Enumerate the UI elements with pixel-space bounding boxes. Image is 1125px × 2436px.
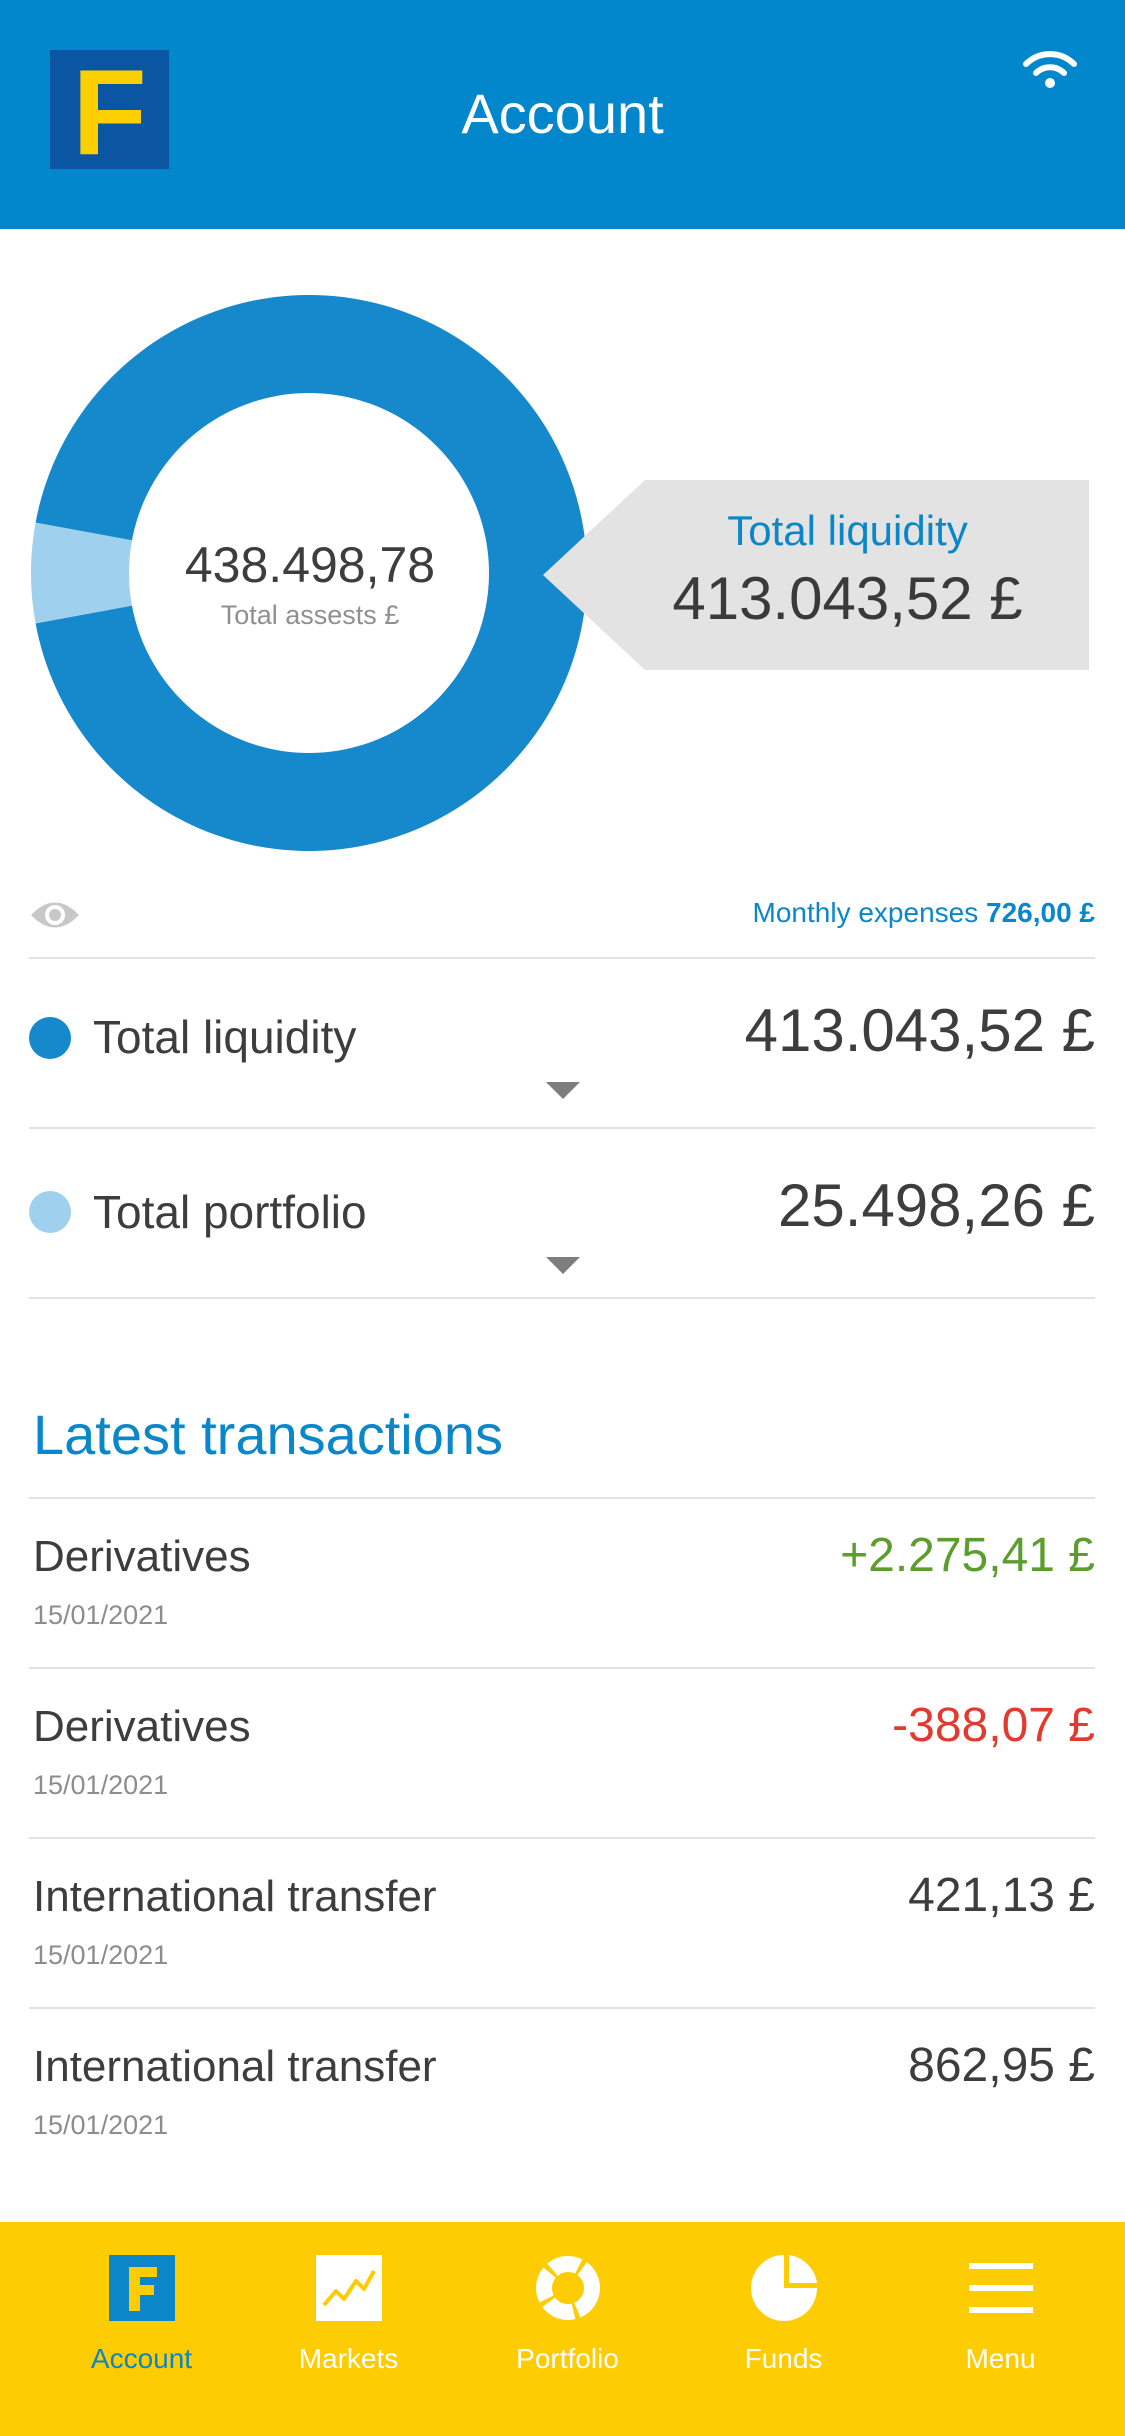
transaction-date: 15/01/2021	[33, 1600, 169, 1630]
tab-menu[interactable]: Menu	[888, 2222, 1113, 2436]
app-logo: F	[50, 50, 169, 173]
donut-slice-portfolio[interactable]	[31, 522, 132, 624]
divider	[29, 1837, 1095, 1839]
tab-label: Markets	[298, 2343, 399, 2374]
transaction-amount: 421,13 £	[908, 1869, 1095, 1922]
tab-markets[interactable]: Markets	[236, 2222, 461, 2436]
portfolio-legend-dot	[29, 1191, 71, 1233]
transaction-name: International transfer	[33, 2042, 437, 2091]
section-title: Latest transactions	[33, 1403, 504, 1466]
app-header: F Account	[0, 0, 1125, 229]
total-assets-label: Total assests £	[220, 600, 400, 630]
balance-label: Total portfolio	[93, 1186, 367, 1238]
monthly-expenses-value: 726,00 £	[986, 897, 1095, 928]
donut-slice-liquidity[interactable]	[35, 295, 587, 851]
divider	[29, 957, 1095, 959]
transaction-date: 15/01/2021	[33, 2110, 169, 2140]
transaction-date: 15/01/2021	[33, 1770, 169, 1800]
divider	[29, 2007, 1095, 2009]
total-assets-value: 438.498,78	[184, 537, 436, 593]
menu-icon	[969, 2263, 1033, 2313]
transaction-amount: 862,95 £	[908, 2039, 1095, 2092]
tab-portfolio[interactable]: Portfolio	[455, 2222, 680, 2436]
wifi-icon	[1023, 51, 1077, 88]
tab-label: Menu	[965, 2343, 1036, 2374]
monthly-expenses-label: Monthly expenses	[752, 897, 979, 928]
transaction-name: International transfer	[33, 1872, 437, 1921]
tab-funds[interactable]: Funds	[671, 2222, 896, 2436]
tab-label: Account	[90, 2343, 193, 2374]
funds-pie-icon	[751, 2255, 817, 2321]
chevron-down-icon[interactable]	[546, 1257, 580, 1274]
transaction-name: Derivatives	[33, 1702, 251, 1751]
bottom-tab-bar: Account Markets Portfolio Funds Menu	[0, 2222, 1125, 2436]
balance-value: 413.043,52 £	[744, 997, 1095, 1064]
page-title: Account	[461, 82, 664, 145]
transaction-amount: -388,07 £	[892, 1699, 1095, 1752]
transaction-name: Derivatives	[33, 1532, 251, 1581]
liquidity-callout	[543, 480, 1089, 670]
assets-donut-chart[interactable]	[31, 295, 587, 851]
monthly-expenses: Monthly expenses 726,00 £	[753, 893, 1095, 933]
markets-chart-icon	[316, 2255, 382, 2321]
callout-value: 413.043,52 £	[672, 565, 1023, 632]
portfolio-ring-icon	[536, 2256, 600, 2320]
app-logo-letter: F	[72, 43, 147, 180]
divider	[29, 1667, 1095, 1669]
chevron-down-icon[interactable]	[546, 1082, 580, 1099]
balance-label: Total liquidity	[93, 1011, 357, 1063]
divider	[29, 1127, 1095, 1129]
liquidity-legend-dot	[29, 1017, 71, 1059]
divider	[29, 1497, 1095, 1499]
callout-label: Total liquidity	[727, 507, 968, 554]
transaction-amount: +2.275,41 £	[840, 1529, 1095, 1582]
transaction-date: 15/01/2021	[33, 1940, 169, 1970]
tab-label: Portfolio	[516, 2343, 619, 2374]
balance-value: 25.498,26 £	[778, 1172, 1095, 1239]
tab-label: Funds	[744, 2343, 823, 2374]
divider	[29, 1297, 1095, 1299]
eye-icon[interactable]	[29, 896, 81, 934]
tab-account[interactable]: Account	[29, 2222, 254, 2436]
account-logo-icon	[109, 2255, 175, 2321]
